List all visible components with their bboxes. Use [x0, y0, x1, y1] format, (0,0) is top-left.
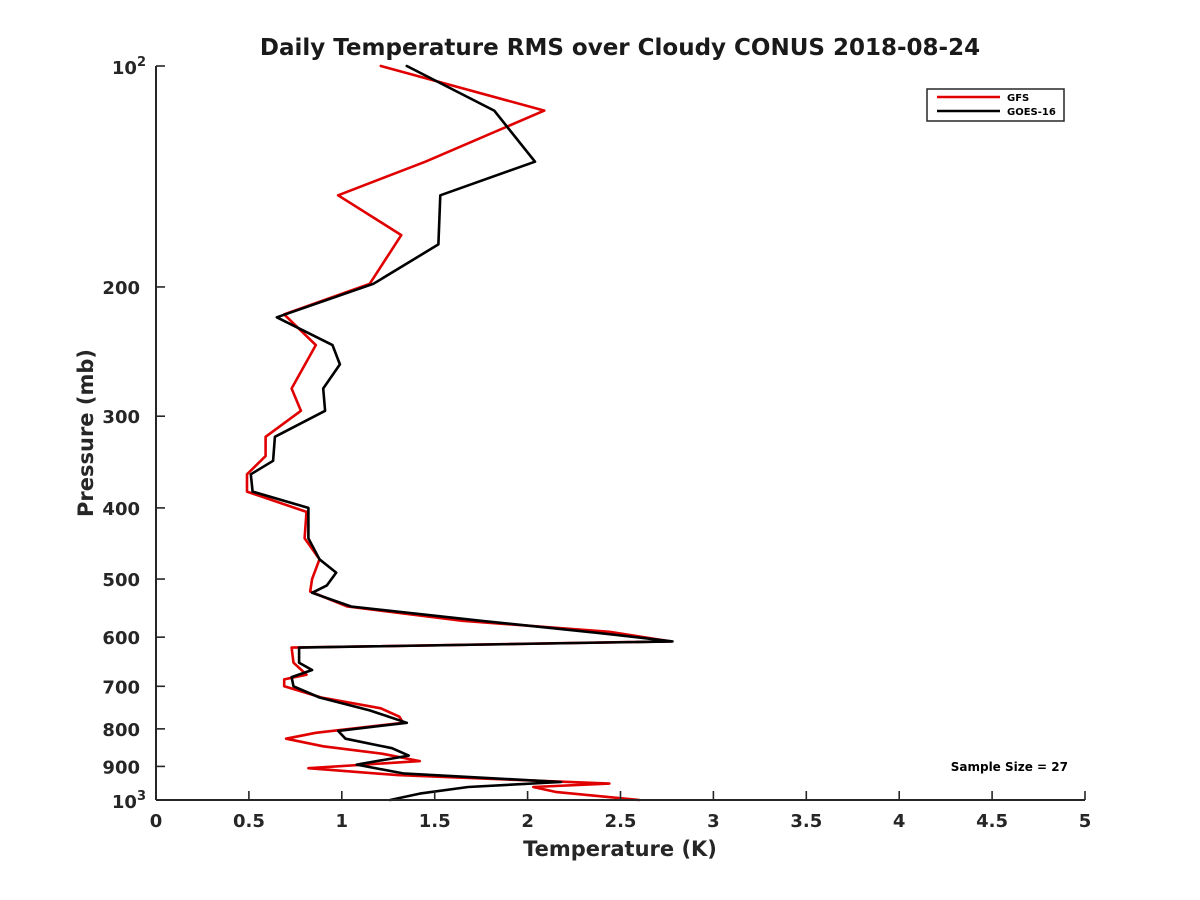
- legend-label-gfs: GFS: [1007, 93, 1029, 104]
- y-tick-base: 10: [112, 792, 137, 813]
- x-tick-label: 0.5: [233, 811, 265, 832]
- x-tick-label: 1.5: [419, 811, 451, 832]
- x-tick-label: 4: [893, 811, 906, 832]
- y-axis-label: Pressure (mb): [74, 349, 98, 517]
- x-tick-label: 5: [1079, 811, 1092, 832]
- x-tick-label: 2: [521, 811, 534, 832]
- legend: GFS GOES-16: [926, 88, 1065, 122]
- x-tick-label: 0: [150, 811, 163, 832]
- plot-area: 0 0.5 1 1.5 2 2.5 3 3.5 4 4.5 5 102200300400500600…: [102, 55, 1091, 832]
- y-tick-base: 10: [112, 58, 137, 79]
- y-tick-exponent: 3: [137, 789, 146, 804]
- y-tick-label: 600: [102, 628, 140, 649]
- y-tick-label: 500: [102, 570, 140, 591]
- y-tick-label: 200: [102, 278, 140, 299]
- series-line-gfs: [245, 64, 673, 802]
- sample-size-annotation: Sample Size = 27: [951, 760, 1068, 774]
- series-line-goes16: [249, 64, 674, 802]
- y-tick-label: 900: [102, 757, 140, 778]
- x-tick-label: 3: [707, 811, 720, 832]
- x-axis-label: Temperature (K): [523, 837, 717, 861]
- y-tick-label: 300: [102, 407, 140, 428]
- y-tick-exponent: 2: [137, 55, 146, 70]
- x-tick-label: 2.5: [605, 811, 637, 832]
- y-tick-label: 700: [102, 677, 140, 698]
- x-tick-label: 1: [336, 811, 349, 832]
- x-tick-label: 4.5: [976, 811, 1008, 832]
- legend-label-goes16: GOES-16: [1007, 107, 1056, 118]
- series-layer: [245, 64, 674, 802]
- y-tick-label: 102: [112, 55, 146, 79]
- x-axis-ticks: 0 0.5 1 1.5 2 2.5 3 3.5 4 4.5 5: [150, 791, 1092, 832]
- legend-box: [926, 88, 1065, 122]
- y-tick-label: 800: [102, 720, 140, 741]
- y-tick-label: 400: [102, 499, 140, 520]
- x-tick-label: 3.5: [790, 811, 822, 832]
- chart-title: Daily Temperature RMS over Cloudy CONUS …: [260, 35, 980, 61]
- y-tick-label: 103: [112, 789, 146, 813]
